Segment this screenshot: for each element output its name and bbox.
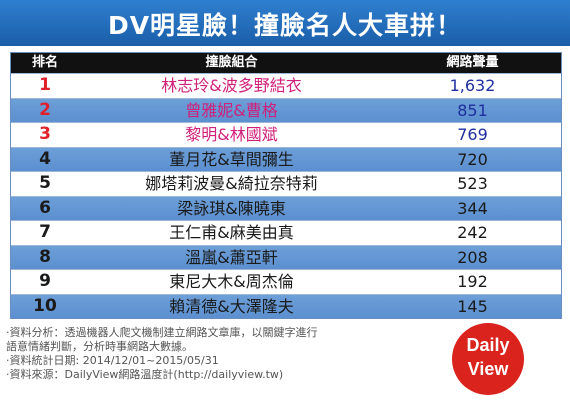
table-row: 6 梁詠琪&陳曉東 344 <box>11 195 561 220</box>
note-source: ‧資料來源：DailyView網路溫度計(http://dailyview.tw… <box>6 368 284 381</box>
table-row: 5 娜塔莉波曼&綺拉奈特莉 523 <box>11 171 561 196</box>
rank-cell: 1 <box>39 75 51 95</box>
rank-cell: 9 <box>39 271 51 291</box>
table-row: 4 董月花&草間彌生 720 <box>11 146 561 171</box>
dailyview-logo: Daily View <box>452 323 524 395</box>
header-volume: 網路聲量 <box>446 55 499 70</box>
ranking-table: 排名 撞臉組合 網路聲量 1 林志玲&波多野結衣 1,632 2 曾雅妮&曹格 … <box>10 52 562 319</box>
volume-cell: 242 <box>457 223 488 242</box>
header-rank: 排名 <box>31 55 58 70</box>
pair-cell: 董月花&草間彌生 <box>169 149 294 169</box>
pair-cell: 黎明&林國斌 <box>185 125 278 144</box>
volume-cell: 1,632 <box>449 76 496 95</box>
pair-cell: 娜塔莉波曼&綺拉奈特莉 <box>145 174 318 193</box>
title-bar: DV明星臉！撞臉名人大車拼！ <box>0 0 570 46</box>
rank-cell: 3 <box>39 124 51 144</box>
logo-line2: View <box>467 359 509 379</box>
volume-cell: 145 <box>457 296 488 316</box>
volume-cell: 720 <box>457 149 488 169</box>
table-row: 2 曾雅妮&曹格 851 <box>11 97 561 122</box>
header-pair: 撞臉組合 <box>205 55 258 70</box>
volume-cell: 192 <box>457 272 488 291</box>
rank-cell: 7 <box>39 222 51 242</box>
page-title: DV明星臉！撞臉名人大車拼！ <box>107 11 463 40</box>
volume-cell: 523 <box>457 174 488 193</box>
table-row: 8 溫嵐&蕭亞軒 208 <box>11 244 561 269</box>
table-row: 9 東尼大木&周杰倫 192 <box>11 269 561 294</box>
rank-cell: 8 <box>39 246 51 267</box>
pair-cell: 溫嵐&蕭亞軒 <box>185 247 278 267</box>
pair-cell: 賴清德&大澤隆夫 <box>169 296 294 316</box>
volume-cell: 769 <box>457 125 488 144</box>
volume-cell: 851 <box>457 100 488 120</box>
rank-cell: 2 <box>39 99 51 120</box>
rank-cell: 5 <box>39 173 51 193</box>
pair-cell: 林志玲&波多野結衣 <box>161 76 302 95</box>
rank-cell: 4 <box>39 148 51 169</box>
pair-cell: 東尼大木&周杰倫 <box>169 272 294 291</box>
table-row: 7 王仁甫&麻美由真 242 <box>11 220 561 245</box>
logo-line1: Daily <box>466 335 510 355</box>
pair-cell: 梁詠琪&陳曉東 <box>177 198 286 218</box>
pair-cell: 曾雅妮&曹格 <box>185 100 278 120</box>
table-header: 排名 撞臉組合 網路聲量 <box>11 53 561 73</box>
rank-cell: 10 <box>33 295 57 316</box>
table-row: 1 林志玲&波多野結衣 1,632 <box>11 73 561 98</box>
rank-cell: 6 <box>39 197 51 218</box>
table-row: 3 黎明&林國斌 769 <box>11 122 561 147</box>
footnotes: ‧資料分析：透過機器人爬文機制建立網路文章庫，以關鍵字進行 語意情緒判斷，分析時… <box>6 326 446 382</box>
note-analysis: ‧資料分析：透過機器人爬文機制建立網路文章庫，以關鍵字進行 <box>6 326 318 339</box>
table-row: 10 賴清德&大澤隆夫 145 <box>11 293 561 318</box>
volume-cell: 208 <box>457 247 488 267</box>
note-date-range: ‧資料統計日期: 2014/12/01~2015/05/31 <box>6 354 219 367</box>
note-analysis-cont: 語意情緒判斷，分析時事網路大數據。 <box>6 340 193 353</box>
volume-cell: 344 <box>457 198 488 218</box>
pair-cell: 王仁甫&麻美由真 <box>169 223 294 242</box>
